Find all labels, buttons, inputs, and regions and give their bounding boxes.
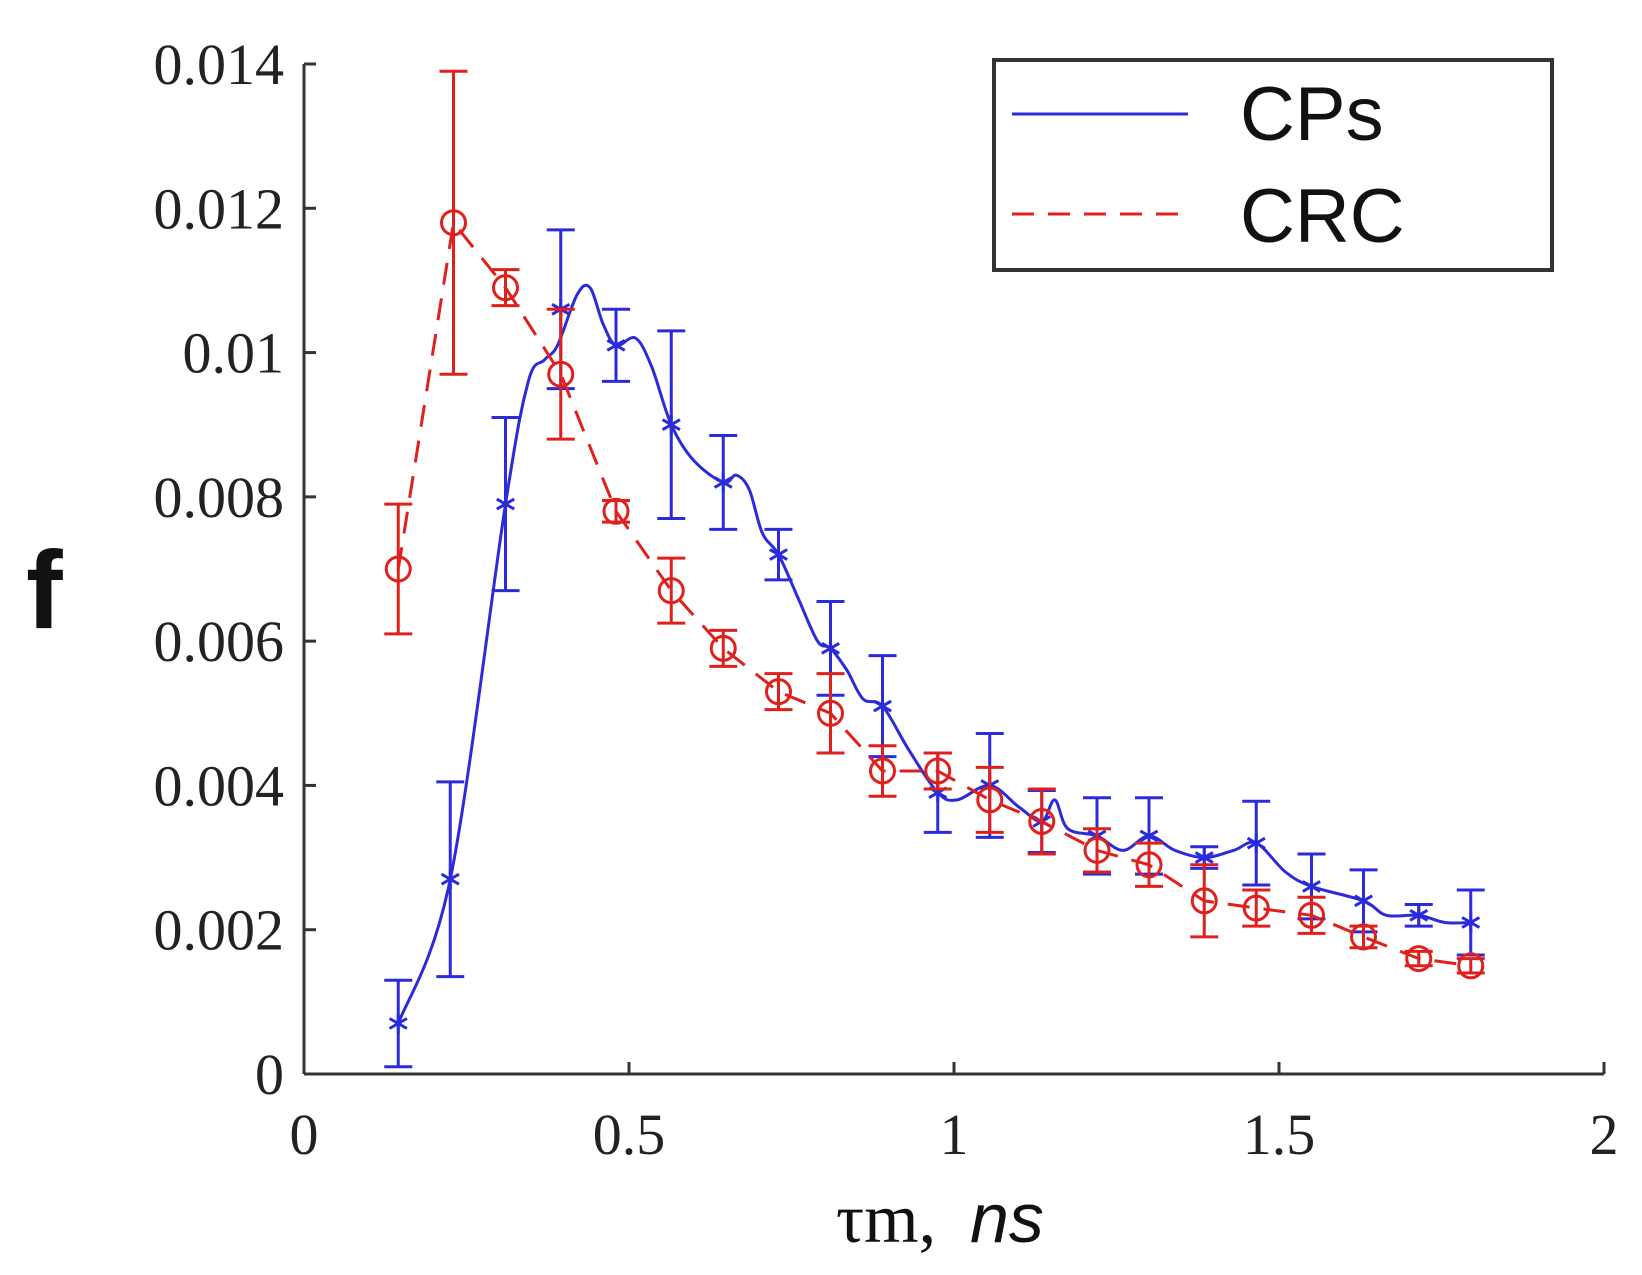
crc-point — [817, 699, 844, 727]
crc-point — [657, 577, 685, 605]
y-tick-label: 0.01 — [183, 321, 285, 386]
x-axis-label-unit: ns — [970, 1179, 1044, 1257]
series-crc — [384, 69, 1485, 980]
cps-point — [1354, 890, 1373, 911]
crc-point — [869, 757, 896, 785]
legend-label-crc: CRC — [1240, 174, 1405, 259]
y-tick-label: 0.006 — [154, 609, 285, 674]
y-tick-label: 0 — [255, 1042, 284, 1107]
cps-point — [873, 696, 892, 717]
crc-point — [1028, 808, 1056, 835]
y-tick-label: 0.004 — [154, 753, 285, 818]
x-axis-label: τm, ns — [836, 1179, 1044, 1258]
legend-box — [992, 58, 1554, 272]
cps-point — [1246, 833, 1266, 854]
series — [384, 69, 1485, 1069]
crc-point — [1190, 887, 1218, 915]
cps-line — [396, 283, 1471, 1025]
crc-point — [1298, 901, 1325, 929]
cps-point — [713, 472, 733, 493]
crc-point — [1405, 945, 1433, 973]
cps-point — [388, 1013, 408, 1034]
y-tick-label: 0.008 — [154, 465, 285, 530]
crc-point — [709, 634, 737, 662]
crc-point — [384, 555, 412, 583]
crc-point — [492, 274, 519, 302]
x-tick-label: 2 — [1590, 1102, 1619, 1167]
crc-point — [1457, 952, 1485, 980]
y-axis-label: f — [26, 529, 63, 652]
cps-point — [1461, 912, 1481, 933]
cps-point — [821, 638, 840, 659]
x-tick-label: 1 — [940, 1102, 969, 1167]
cps-point — [1302, 876, 1321, 897]
crc-point — [547, 360, 575, 388]
ticks: 0 0.5 1 1.5 2 0 0.002 0.004 0.006 0.008 0.01 0.012 0… — [154, 32, 1619, 1167]
crc-point — [976, 786, 1004, 814]
crc-point — [1083, 836, 1111, 864]
crc-point — [440, 209, 467, 237]
crc-point — [924, 757, 952, 785]
crc-point — [1135, 851, 1163, 879]
x-axis-label-symbol: τm, — [836, 1181, 936, 1258]
x-tick-label: 0.5 — [593, 1102, 666, 1167]
x-tick-label: 1.5 — [1243, 1102, 1316, 1167]
crc-point — [1350, 923, 1377, 951]
cps-point — [1409, 905, 1429, 926]
crc-point — [602, 497, 630, 525]
crc-point — [1242, 894, 1270, 922]
cps-point — [440, 869, 460, 890]
legend-label-cps: CPs — [1240, 72, 1384, 157]
cps-point — [496, 494, 515, 515]
legend: CPs CRC — [992, 58, 1554, 272]
y-tick-label: 0.012 — [154, 176, 285, 241]
cps-point — [769, 544, 788, 565]
cps-point — [606, 335, 626, 356]
crc-point — [765, 678, 792, 706]
y-tick-label: 0.014 — [154, 32, 285, 97]
y-tick-label: 0.002 — [154, 898, 285, 963]
series-cps — [384, 228, 1485, 1069]
cps-point — [661, 414, 681, 435]
x-tick-label: 0 — [290, 1102, 319, 1167]
